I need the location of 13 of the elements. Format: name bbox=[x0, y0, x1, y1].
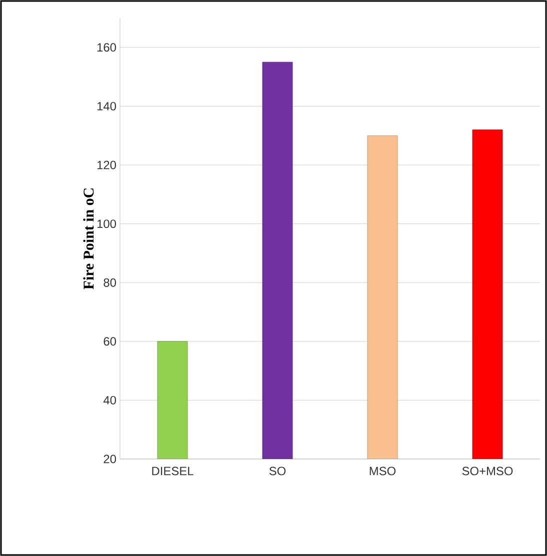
y-tick-label: 20 bbox=[104, 454, 116, 464]
x-tick-label: SO+MSO bbox=[462, 466, 513, 476]
y-tick-label: 160 bbox=[97, 43, 116, 52]
y-tick-label: 120 bbox=[97, 160, 116, 170]
y-axis-title: Fire Point in oC bbox=[83, 188, 94, 290]
y-tick-label: 140 bbox=[97, 102, 116, 110]
y-tick-label: 100 bbox=[97, 220, 116, 228]
y-tick-label: 60 bbox=[104, 337, 116, 346]
x-tick-label: SO bbox=[269, 466, 286, 476]
x-tick-label: MSO bbox=[370, 466, 396, 476]
x-tick-label: DIESEL bbox=[152, 466, 194, 476]
y-tick-label: 80 bbox=[104, 278, 116, 287]
y-tick-label: 40 bbox=[103, 396, 116, 404]
